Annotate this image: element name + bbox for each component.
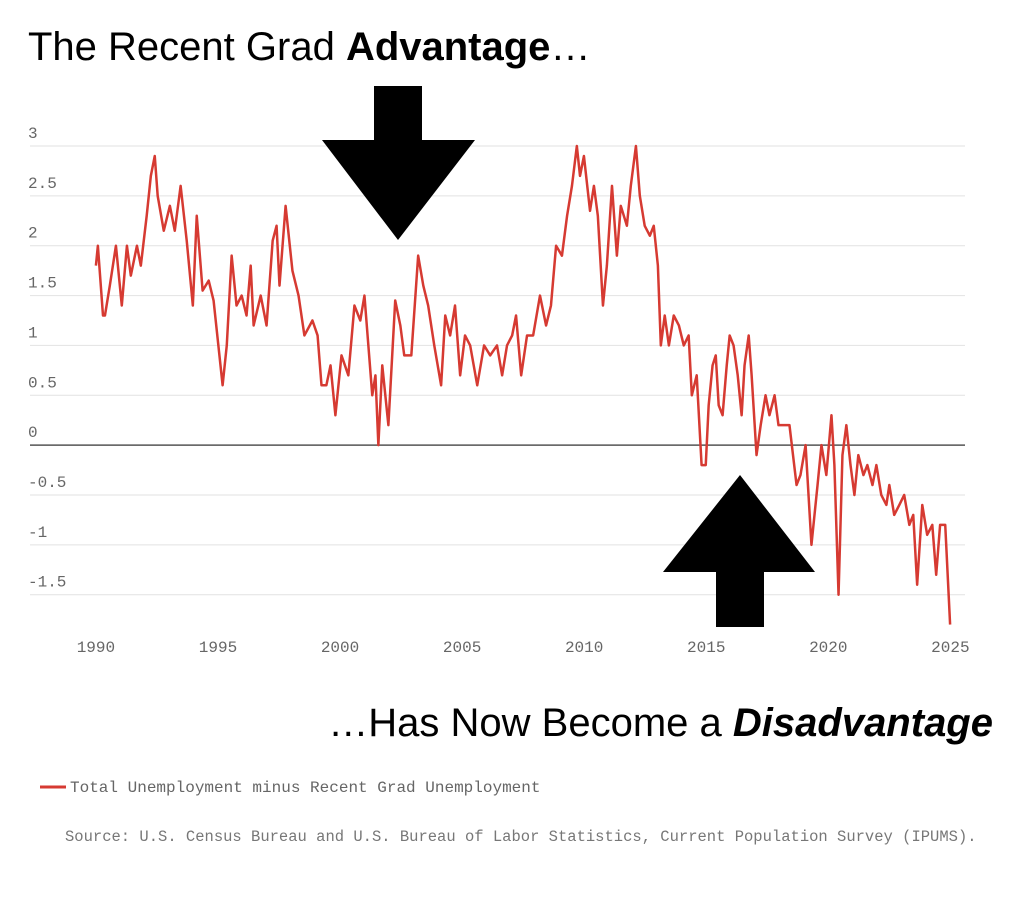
data-line [94, 144, 952, 625]
chart: The Recent Grad Advantage… …Has Now Beco… [28, 25, 993, 797]
x-tick-label: 1995 [199, 639, 237, 657]
down-arrow [322, 86, 475, 240]
x-tick-label: 2020 [809, 639, 847, 657]
annotation-part: Disadvantage [733, 701, 993, 745]
x-tick-label: 2000 [321, 639, 359, 657]
title-part: … [550, 25, 590, 69]
y-tick-label: 2.5 [28, 175, 57, 193]
y-tick-label: 1.5 [28, 275, 57, 293]
legend-label: Total Unemployment minus Recent Grad Une… [70, 779, 540, 797]
annotation-part: …Has Now Become a [328, 701, 733, 745]
y-tick-label: 3 [28, 125, 38, 143]
y-tick-label: 2 [28, 225, 38, 243]
source: Source: U.S. Census Bureau and U.S. Bure… [65, 828, 977, 846]
y-tick-label: -0.5 [28, 474, 66, 492]
up-arrow [663, 475, 815, 627]
title-part: Advantage [346, 25, 551, 69]
title-part: The Recent Grad [28, 25, 346, 69]
x-tick-label: 2010 [565, 639, 603, 657]
y-tick-label: 0.5 [28, 374, 57, 392]
x-tick-label: 2015 [687, 639, 725, 657]
x-tick-label: 1990 [77, 639, 115, 657]
x-tick-label: 2005 [443, 639, 481, 657]
y-tick-label: 1 [28, 324, 38, 342]
chart-title: The Recent Grad Advantage… [28, 25, 590, 69]
y-tick-label: -1.5 [28, 574, 66, 592]
annotation: …Has Now Become a Disadvantage [328, 701, 993, 745]
y-tick-label: 0 [28, 424, 38, 442]
plot: 3 2.5 2 1.5 1 0.5 0 -0.5 -1 -1.5 1990 1995 2000 2005 2… [28, 125, 970, 657]
y-tick-label: -1 [28, 524, 47, 542]
x-tick-label: 2025 [931, 639, 969, 657]
